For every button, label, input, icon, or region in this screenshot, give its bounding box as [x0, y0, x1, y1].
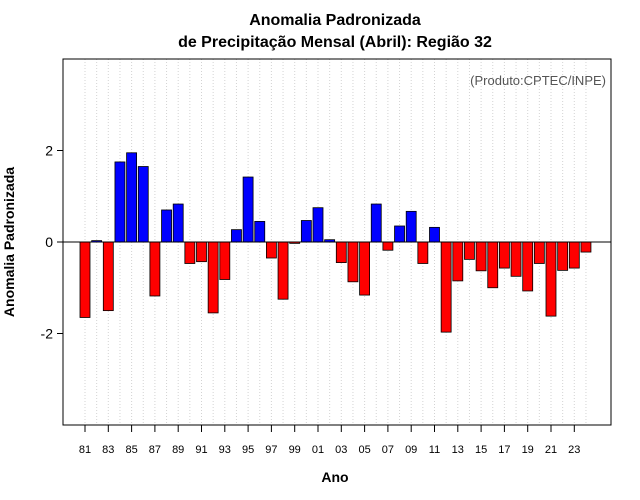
- x-tick-label: 95: [242, 444, 254, 456]
- bar-93: [219, 241, 231, 280]
- bar-96: [254, 221, 266, 243]
- bar-03: [335, 241, 347, 263]
- credit-label: (Produto:CPTEC/INPE): [470, 73, 606, 88]
- bar-86: [137, 166, 149, 243]
- x-tick-label: 01: [312, 444, 324, 456]
- bar-01: [312, 207, 324, 243]
- bar-23: [568, 241, 580, 269]
- bar-20: [533, 241, 545, 264]
- bar-24: [580, 241, 592, 253]
- bar-81: [79, 241, 91, 318]
- bar-83: [102, 241, 114, 312]
- bar-90: [184, 241, 196, 264]
- bar-14: [464, 241, 475, 260]
- bar-22: [557, 241, 569, 271]
- bar-07: [382, 241, 394, 251]
- x-tick-label: 91: [195, 444, 207, 456]
- x-tick-label: 15: [475, 444, 487, 456]
- y-axis: -2 0 2: [41, 143, 63, 342]
- x-axis-label: Ano: [321, 469, 348, 485]
- bar-89: [172, 203, 184, 243]
- x-tick-label: 81: [79, 444, 91, 456]
- bar-17: [498, 241, 510, 269]
- y-tick-label: 2: [45, 143, 53, 159]
- chart-title-line1: Anomalia Padronizada: [249, 12, 421, 29]
- bar-21: [545, 241, 557, 317]
- bar-94: [231, 229, 242, 243]
- x-tick-label: 83: [102, 444, 114, 456]
- x-tick-label: 09: [405, 444, 417, 456]
- bar-08: [394, 225, 405, 243]
- x-tick-label: 19: [522, 444, 534, 456]
- x-tick-label: 05: [358, 444, 370, 456]
- bar-97: [265, 241, 277, 259]
- x-tick-label: 85: [125, 444, 137, 456]
- bar-09: [405, 210, 417, 243]
- bar-98: [277, 241, 289, 300]
- x-tick-label: 13: [452, 444, 464, 456]
- bar-87: [149, 241, 161, 297]
- y-tick-label: -2: [41, 326, 54, 342]
- bar-10: [417, 241, 429, 264]
- bar-11: [429, 226, 440, 243]
- x-tick-label: 89: [172, 444, 184, 456]
- bar-04: [347, 241, 359, 283]
- chart-title-line2: de Precipitação Mensal (Abril): Região 3…: [178, 34, 492, 51]
- bar-00: [300, 220, 312, 243]
- bar-16: [487, 241, 499, 289]
- x-tick-label: 93: [219, 444, 231, 456]
- x-tick-label: 87: [149, 444, 161, 456]
- bar-88: [161, 209, 172, 243]
- x-tick-label: 07: [382, 444, 394, 456]
- bar-15: [475, 241, 487, 272]
- bar-84: [114, 161, 126, 243]
- bar-13: [452, 241, 464, 282]
- bar-05: [359, 241, 371, 296]
- x-tick-label: 03: [335, 444, 347, 456]
- bar-18: [510, 241, 522, 277]
- x-tick-label: 11: [429, 444, 440, 456]
- bar-19: [522, 241, 534, 292]
- y-tick-label: 0: [45, 234, 53, 250]
- x-tick-label: 21: [545, 444, 557, 456]
- x-axis: 81 83 85 87 89 91 93 95 97 99 01 03 05 07 09 11 13 15 17 19…: [79, 425, 580, 456]
- x-tick-label: 17: [498, 444, 510, 456]
- y-axis-label: Anomalia Padronizada: [1, 167, 17, 317]
- bar-92: [207, 241, 219, 314]
- x-tick-label: 99: [289, 444, 301, 456]
- bar-95: [242, 176, 254, 243]
- bar-91: [196, 241, 207, 263]
- bar-12: [440, 241, 452, 333]
- x-tick-label: 23: [568, 444, 580, 456]
- x-tick-label: 97: [265, 444, 277, 456]
- bar-06: [370, 203, 382, 243]
- bar-85: [126, 152, 137, 243]
- bars-group: [79, 152, 592, 333]
